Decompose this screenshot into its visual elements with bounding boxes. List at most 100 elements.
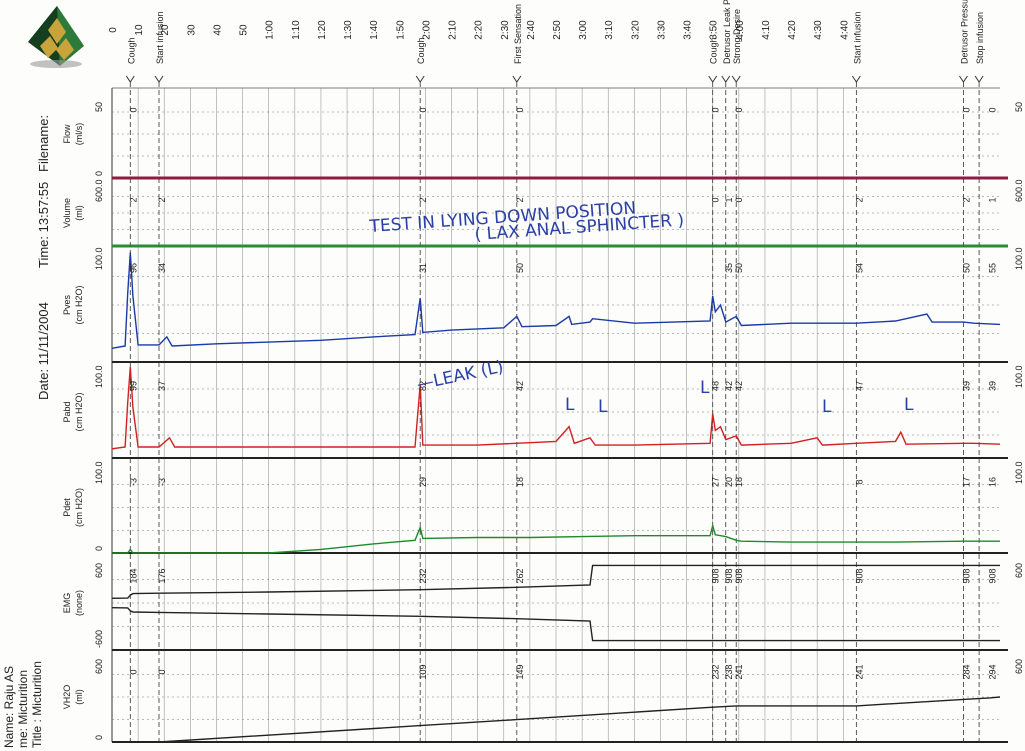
value-label: 35 <box>724 263 734 273</box>
value-label: 37 <box>157 381 167 391</box>
event-label: Start infusion <box>852 11 862 64</box>
value-label: 82 <box>418 381 428 391</box>
study-name: me: Micturition <box>16 670 30 748</box>
event-label: Cough <box>126 37 136 64</box>
value-label: 2 <box>854 197 864 202</box>
value-label: 0 <box>515 107 525 112</box>
event-chevron <box>974 75 984 83</box>
value-label: 908 <box>724 568 734 583</box>
value-label: 0 <box>734 107 744 112</box>
value-label: 29 <box>418 477 428 487</box>
value-label: 908 <box>961 568 971 583</box>
event-label: Strong Desire <box>732 9 742 64</box>
value-label: 0 <box>157 669 167 674</box>
time-tick-label: 2:40 <box>526 20 537 40</box>
value-label: 0 <box>128 107 138 112</box>
time-tick-label: 2:50 <box>552 20 563 40</box>
trace-pdet <box>112 523 1000 554</box>
trace-vh2o <box>112 696 1001 743</box>
header-date: Date: 11/11/2004 <box>36 302 51 400</box>
event-chevron <box>959 75 968 83</box>
event-label: First Sensation <box>513 4 523 64</box>
channel-name: VH2O <box>62 685 72 710</box>
header-filename: Filename: <box>36 115 51 172</box>
event-label: Start infusion <box>155 11 165 64</box>
value-label: 2 <box>961 197 971 202</box>
value-label: 1 <box>988 197 998 202</box>
value-label: 0 <box>128 669 138 674</box>
time-tick-label: 4:10 <box>761 20 772 40</box>
time-tick-label: 0 <box>108 27 119 33</box>
company-logo <box>28 6 84 68</box>
channel-traces <box>111 177 1001 743</box>
time-tick-label: 3:10 <box>604 20 615 40</box>
value-label: 2 <box>128 197 138 202</box>
channel-top-scale: 100.0 <box>94 247 104 270</box>
value-label: 34 <box>157 263 167 273</box>
leak-marker-2: L <box>598 397 608 417</box>
value-label: 8 <box>854 479 864 484</box>
value-label: 2 <box>157 197 167 202</box>
time-tick-label: 40 <box>212 24 223 36</box>
value-label: 0 <box>711 197 721 202</box>
value-label: 55 <box>988 263 998 273</box>
time-tick-label: 1:40 <box>369 20 380 40</box>
value-label: 39 <box>988 381 998 391</box>
time-tick-label: 4:00 <box>735 20 746 40</box>
value-label: -3 <box>128 478 138 486</box>
value-label: 1 <box>724 197 734 202</box>
event-chevron <box>851 75 861 83</box>
value-label: 20 <box>724 477 734 487</box>
patient-name: Name: Raju AS <box>2 666 16 748</box>
time-tick-label: 2:10 <box>448 20 459 40</box>
time-tick-label: 1:30 <box>343 20 354 40</box>
event-label: Detrusor Leak Point <box>722 0 732 64</box>
time-tick-label: 2:00 <box>421 20 432 40</box>
study-title: Title : Micturition <box>30 661 44 748</box>
header-time: Time: 13:57:55 <box>36 182 51 268</box>
value-label: 0 <box>961 107 971 112</box>
value-label: 50 <box>515 263 525 273</box>
channel-name: Pdet <box>62 498 72 517</box>
event-chevron <box>512 75 522 83</box>
value-label: 908 <box>854 568 864 583</box>
value-label: 16 <box>988 477 998 487</box>
channel-unit: (none) <box>74 590 84 616</box>
leak-marker-5: L <box>904 395 914 415</box>
channel-name: Pves <box>62 294 72 315</box>
value-label: 149 <box>515 664 525 679</box>
event-chevron <box>125 75 135 83</box>
channel-top-scale-right: 600.0 <box>1014 179 1024 202</box>
channel-top-scale-right: 100.0 <box>1014 247 1024 270</box>
channel-name: Flow <box>62 124 72 144</box>
channel-unit: (ml) <box>74 205 84 221</box>
channel-bottom-scale: 0 <box>94 171 104 176</box>
time-tick-label: 4:30 <box>813 20 824 40</box>
channel-unit: (cm H2O) <box>74 286 84 325</box>
value-label: 27 <box>711 477 721 487</box>
channel-top-scale-right: 50 <box>1014 102 1024 112</box>
value-label: 232 <box>711 664 721 679</box>
time-axis: 0 10 20 30 40 50 1:00 1:10 1:20 1:30 1:40 1:50 2:00 2… <box>108 20 850 40</box>
value-label: 2 <box>515 197 525 202</box>
channel-name: EMG <box>62 593 72 614</box>
event-chevron <box>708 75 718 83</box>
time-tick-label: 2:20 <box>474 20 485 40</box>
channel-top-scale: 50 <box>94 102 104 112</box>
value-label: 18 <box>734 477 744 487</box>
value-label: 241 <box>734 664 744 679</box>
event-chevron <box>721 75 731 83</box>
time-tick-label: 3:50 <box>709 20 720 40</box>
value-label: 48 <box>711 381 721 391</box>
value-label: 39 <box>961 381 971 391</box>
value-label: 908 <box>988 568 998 583</box>
channel-name: Pabd <box>62 401 72 422</box>
trace-emg-lower <box>111 607 1000 642</box>
time-tick-label: 1:20 <box>317 20 328 40</box>
time-tick-label: 4:40 <box>839 20 850 40</box>
channel-top-scale: 600.0 <box>94 179 104 202</box>
channel-top-scale: 100.0 <box>94 365 104 388</box>
leak-marker-4: L <box>822 397 832 417</box>
